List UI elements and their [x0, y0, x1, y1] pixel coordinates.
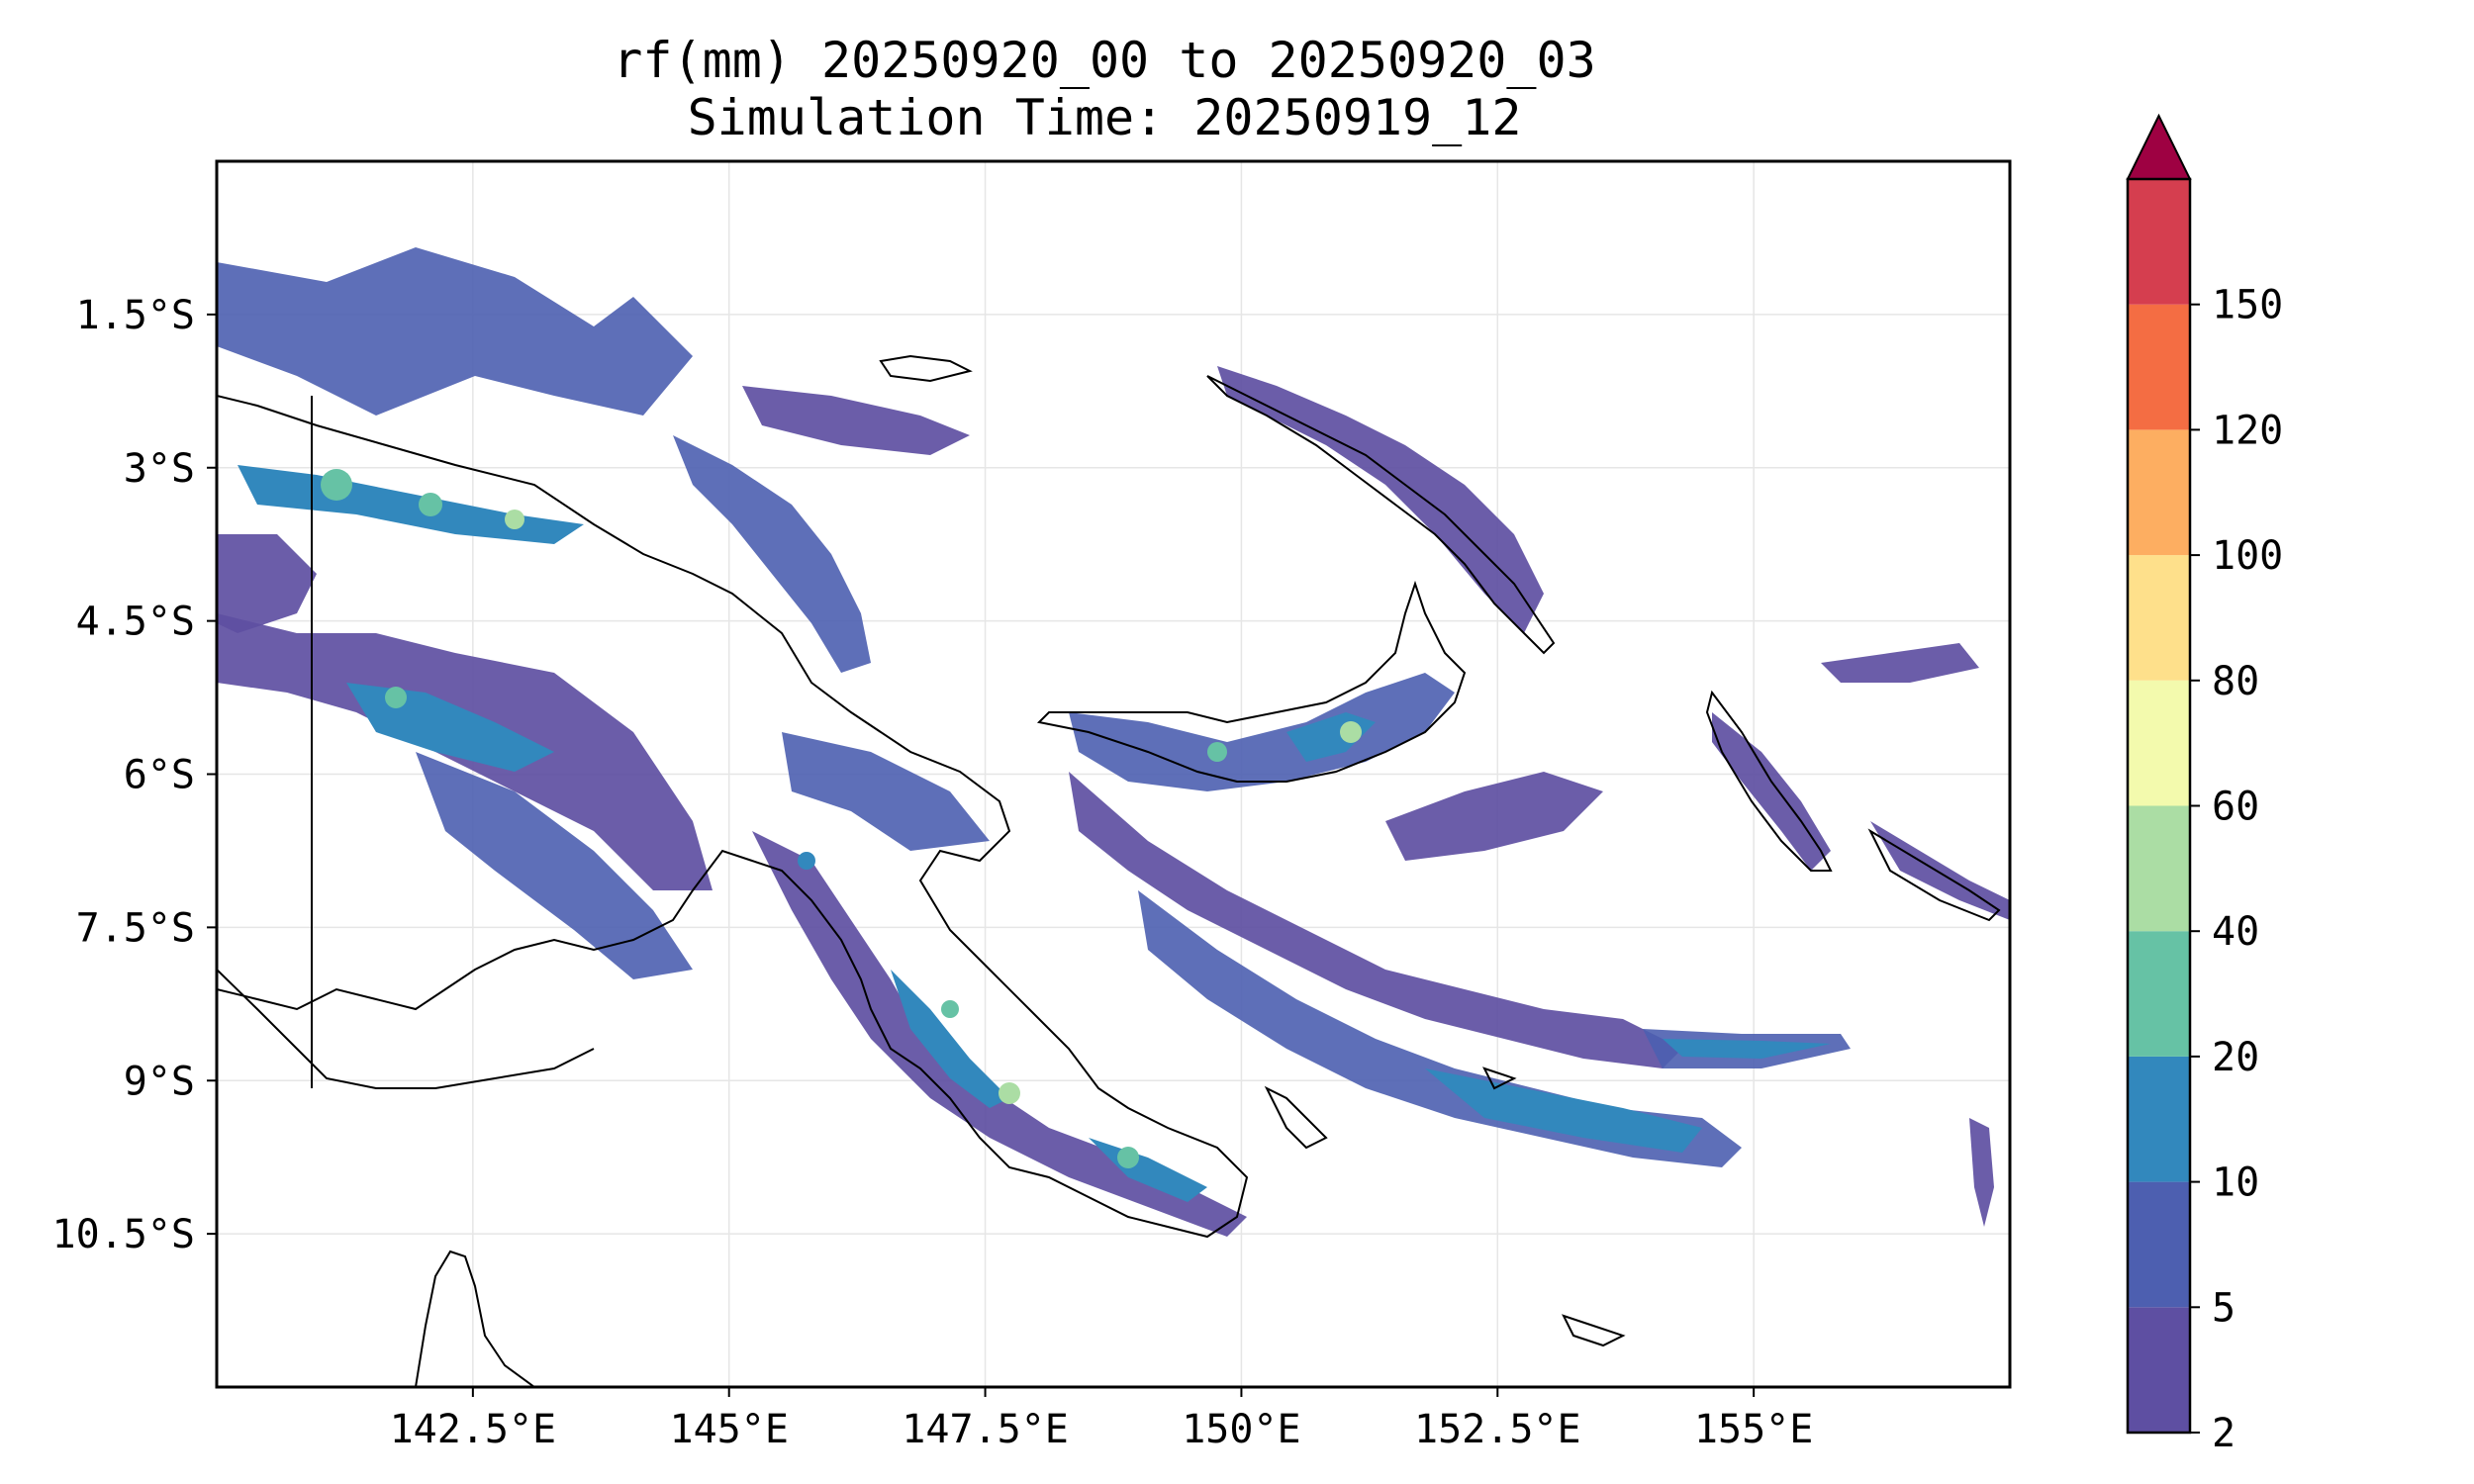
chart-subtitle: Simulation Time: 20250919_12: [688, 89, 1522, 146]
colorbar-segment: [2128, 429, 2190, 556]
rain-band: [891, 970, 1009, 1108]
rain-cell: [941, 1000, 959, 1018]
x-axis-ticks: 142.5°E 145°E 147.5°E 150°E 152.5°E 155°E: [390, 1387, 1813, 1452]
rain-band: [752, 831, 1247, 1237]
colorbar-label: 5: [2212, 1285, 2236, 1331]
y-axis-ticks: 1.5°S 3°S 4.5°S 6°S 7.5°S 9°S 10.5°S: [52, 293, 217, 1257]
x-tick-label: 142.5°E: [390, 1407, 557, 1452]
rain-cell: [1340, 721, 1362, 743]
y-tick-label: 10.5°S: [52, 1212, 196, 1257]
rainfall-layer: [217, 247, 2010, 1237]
rain-band: [673, 435, 871, 673]
colorbar-extend-arrow: [2126, 113, 2192, 180]
x-tick-label: 152.5°E: [1414, 1407, 1581, 1452]
rain-cell: [385, 687, 407, 708]
colorbar-label: 120: [2212, 408, 2283, 453]
colorbar: 2 5 10 20 40 60 80 100 120 150: [2126, 113, 2283, 1456]
colorbar-segment: [2128, 555, 2190, 681]
coastline-cape-york: [415, 1250, 535, 1387]
colorbar-segment: [2128, 304, 2190, 430]
rain-band: [1663, 1039, 1831, 1059]
colorbar-label: 2: [2212, 1411, 2236, 1456]
map-gridlines: [217, 161, 2010, 1387]
colorbar-segment: [2128, 179, 2190, 305]
colorbar-segment: [2128, 931, 2190, 1057]
rain-cell: [798, 852, 815, 870]
x-tick-label: 155°E: [1694, 1407, 1813, 1452]
x-tick-label: 150°E: [1182, 1407, 1300, 1452]
rain-cell: [419, 493, 442, 516]
colorbar-segment: [2128, 805, 2190, 932]
colorbar-segment: [2128, 680, 2190, 806]
rain-band: [1425, 1068, 1702, 1153]
colorbar-segment: [2128, 1307, 2190, 1433]
rain-band: [416, 752, 693, 979]
rain-band: [1069, 772, 1682, 1068]
colorbar-segment: [2128, 1056, 2190, 1182]
y-tick-label: 9°S: [124, 1059, 195, 1104]
rain-band: [1712, 712, 1831, 871]
y-tick-label: 6°S: [124, 753, 195, 798]
rain-band: [1969, 1118, 1994, 1227]
coastline-solomon: [1867, 828, 2001, 922]
rain-band: [217, 534, 317, 633]
colorbar-label: 10: [2212, 1160, 2259, 1206]
coastline-bougainville: [1705, 690, 1833, 872]
coastline-layer: [217, 354, 2001, 1387]
rain-band: [217, 247, 693, 416]
coastline-islands: [1264, 1067, 1626, 1347]
colorbar-label: 80: [2212, 659, 2259, 704]
coastline-new-guinea-north: [217, 395, 1249, 1239]
colorbar-label: 20: [2212, 1035, 2259, 1080]
x-tick-label: 147.5°E: [902, 1407, 1069, 1452]
y-tick-label: 7.5°S: [76, 905, 195, 951]
rain-cell: [505, 510, 524, 529]
colorbar-segment: [2128, 1181, 2190, 1308]
colorbar-label: 150: [2212, 283, 2283, 328]
rain-band: [1385, 772, 1603, 861]
y-tick-label: 1.5°S: [76, 293, 195, 338]
colorbar-label: 60: [2212, 785, 2259, 830]
rain-cell: [1207, 742, 1227, 762]
coastline-new-britain: [1036, 580, 1467, 783]
chart-title: rf(mm) 20250920_00 to 20250920_03: [613, 32, 1595, 89]
rain-band: [782, 732, 990, 851]
rain-cell: [1117, 1147, 1139, 1168]
rain-band: [1217, 366, 1544, 633]
rain-band: [1821, 643, 1979, 683]
rain-cell: [999, 1082, 1020, 1104]
rain-band: [742, 386, 970, 455]
y-tick-label: 3°S: [124, 446, 195, 492]
coastline-manus: [879, 354, 973, 383]
coastline-new-ireland: [1206, 375, 1556, 655]
rain-cell: [321, 469, 352, 501]
y-tick-label: 4.5°S: [76, 600, 195, 645]
colorbar-label: 40: [2212, 909, 2259, 955]
colorbar-label: 100: [2212, 533, 2283, 579]
coastline-south: [217, 969, 595, 1089]
x-tick-label: 145°E: [670, 1407, 789, 1452]
